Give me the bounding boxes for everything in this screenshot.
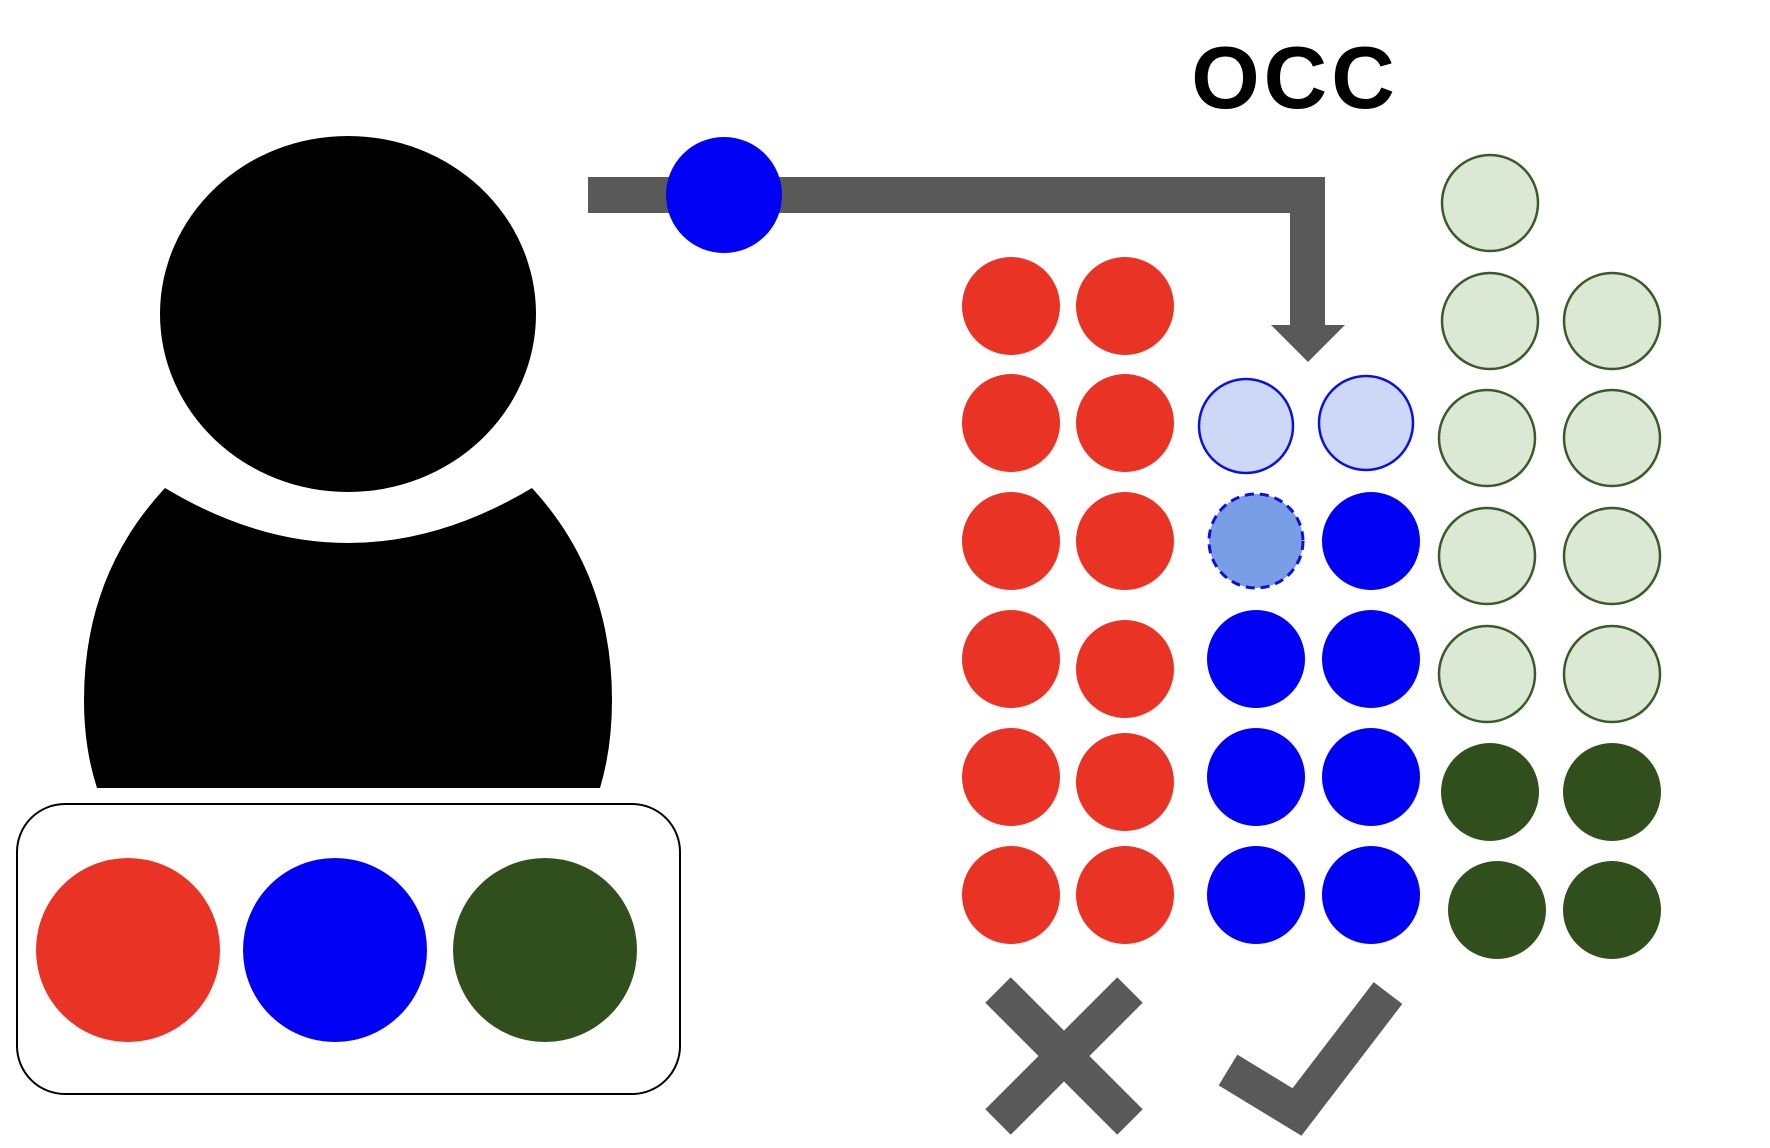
cross-icon [985, 977, 1143, 1135]
empty-green-slot [1437, 506, 1537, 606]
green-token [1448, 861, 1546, 959]
moving-blue-token [666, 137, 782, 253]
empty-green-slot [1437, 388, 1537, 488]
blue-token [1322, 610, 1420, 708]
pending-blue-slot [1207, 492, 1305, 590]
red-token [1076, 733, 1174, 831]
empty-blue-slot [1317, 374, 1415, 472]
red-token-column [962, 257, 1174, 944]
blue-token-column [1197, 374, 1420, 944]
red-token [1076, 846, 1174, 944]
blue-token [1322, 846, 1420, 944]
red-token [962, 610, 1060, 708]
red-token [962, 846, 1060, 944]
empty-green-slot [1562, 624, 1662, 724]
red-token [962, 374, 1060, 472]
green-token [1441, 743, 1539, 841]
palette-green-token [453, 858, 637, 1042]
empty-green-slot [1437, 624, 1537, 724]
empty-blue-slot [1197, 377, 1295, 475]
bent-arrow-icon [588, 177, 1345, 362]
palette-blue-token [243, 858, 427, 1042]
palette-red-token [36, 858, 220, 1042]
green-token [1563, 861, 1661, 959]
empty-green-slot [1562, 271, 1662, 371]
red-token [962, 728, 1060, 826]
blue-token [1207, 610, 1305, 708]
green-token-column [1437, 153, 1662, 959]
red-token [1076, 374, 1174, 472]
blue-token [1207, 846, 1305, 944]
green-token [1563, 743, 1661, 841]
checkmark-icon [1218, 982, 1403, 1136]
red-token [1076, 492, 1174, 590]
blue-token [1207, 728, 1305, 826]
empty-green-slot [1440, 271, 1540, 371]
blue-token [1322, 728, 1420, 826]
empty-green-slot [1562, 388, 1662, 488]
diagram-title: OCC [1191, 28, 1399, 127]
color-palette-panel [16, 803, 681, 1095]
empty-green-slot [1440, 153, 1540, 253]
red-token [1076, 620, 1174, 718]
empty-green-slot [1562, 506, 1662, 606]
user-silhouette-icon [84, 136, 612, 788]
red-token [1076, 257, 1174, 355]
blue-token [1322, 492, 1420, 590]
red-token [962, 492, 1060, 590]
red-token [962, 257, 1060, 355]
